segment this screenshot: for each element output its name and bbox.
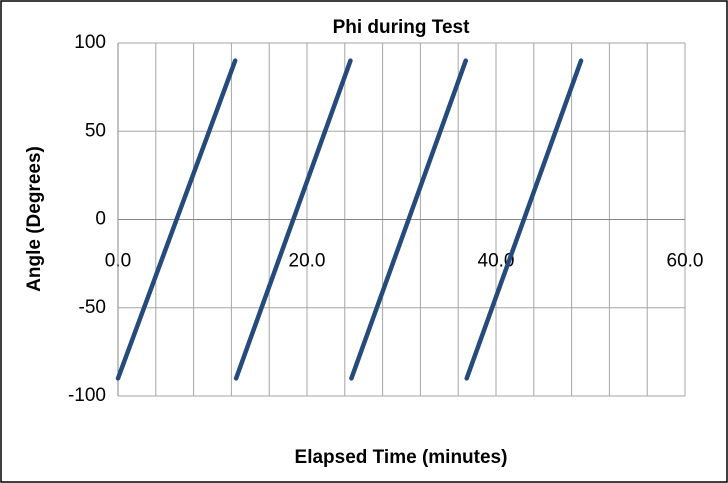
x-tick-label: 20.0 (289, 251, 326, 272)
y-tick-label: -100 (68, 385, 106, 406)
y-tick-label: -50 (79, 297, 106, 318)
data-line (115, 58, 584, 381)
y-axis-title: Angle (Degrees) (24, 146, 45, 292)
chart-title: Phi during Test (333, 17, 471, 38)
y-tick-label: 0 (95, 209, 106, 230)
x-tick-label: 60.0 (667, 251, 704, 272)
y-tick-label: 100 (74, 32, 106, 53)
y-tick-label: 50 (85, 120, 106, 141)
x-axis-title: Elapsed Time (minutes) (295, 447, 508, 468)
